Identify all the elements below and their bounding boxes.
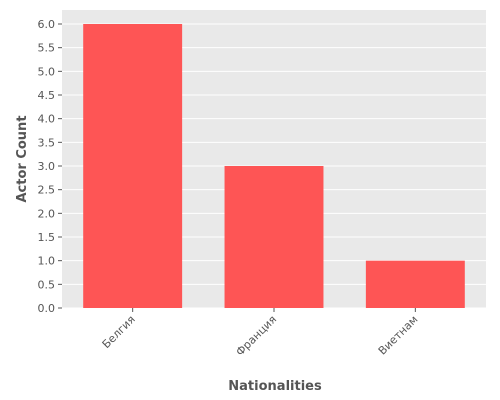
- x-axis-ticks: Белгия Франция Виетнам: [100, 308, 421, 359]
- x-tick-label: Виетнам: [376, 313, 421, 358]
- y-axis-ticks: 0.0 0.5 1.0 1.5 2.0 2.5 3.0 3.5 4.0 4.5 5.0 5.5 6.0: [38, 18, 62, 315]
- y-tick-label: 4.0: [38, 113, 56, 126]
- bar: [224, 166, 324, 308]
- y-tick-label: 2.0: [38, 207, 56, 220]
- bar: [365, 260, 465, 308]
- bar: [83, 24, 183, 308]
- y-tick-label: 5.0: [38, 65, 56, 78]
- x-axis-title: Nationalities: [228, 379, 322, 394]
- y-tick-label: 5.5: [38, 42, 56, 55]
- y-tick-label: 4.5: [38, 89, 56, 102]
- y-tick-label: 3.0: [38, 160, 56, 173]
- y-tick-label: 1.5: [38, 231, 56, 244]
- y-tick-label: 2.5: [38, 184, 56, 197]
- x-tick-label: Белгия: [100, 313, 138, 351]
- x-tick-label: Франция: [233, 313, 279, 359]
- y-tick-label: 1.0: [38, 255, 56, 268]
- y-tick-label: 6.0: [38, 18, 56, 31]
- y-tick-label: 0.0: [38, 302, 56, 315]
- y-tick-label: 0.5: [38, 278, 56, 291]
- y-axis-title: Actor Count: [15, 115, 30, 202]
- y-tick-label: 3.5: [38, 136, 56, 149]
- bars: [83, 24, 465, 308]
